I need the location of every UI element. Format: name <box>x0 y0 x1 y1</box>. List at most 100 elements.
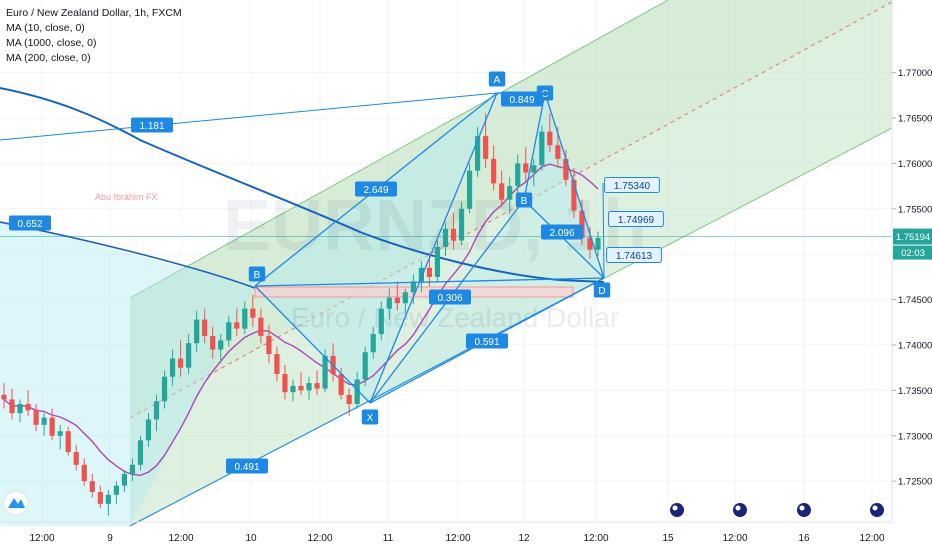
candle-bearish <box>97 485 103 509</box>
candle-bullish <box>466 163 473 214</box>
ratio-label-box <box>541 224 583 240</box>
candle-bearish <box>73 444 79 471</box>
ratio-label-text: 1.181 <box>139 121 164 132</box>
candle-body <box>89 481 95 493</box>
leg-b-d <box>254 277 605 287</box>
ratio-label-box <box>355 181 397 197</box>
price-label-box <box>608 211 664 227</box>
x-tick-label: 10 <box>245 533 257 544</box>
candle-body <box>242 308 248 329</box>
candle-body <box>1 394 7 400</box>
candle-bullish <box>218 334 224 364</box>
candle-body <box>362 352 368 380</box>
ratio-line-1181 <box>0 92 498 141</box>
price-label: 1.75340 <box>604 177 660 193</box>
candle-body <box>210 335 216 350</box>
y-tick-label: 1.72500 <box>898 477 932 488</box>
xab-triangle <box>255 93 497 403</box>
candle-body <box>266 335 272 355</box>
candle-body <box>25 403 31 411</box>
candle-bearish <box>499 170 505 207</box>
price-label: 1.74969 <box>608 211 664 227</box>
candle-body <box>161 376 168 402</box>
point-label-b-text: B <box>254 270 261 281</box>
candle-bullish <box>410 274 416 305</box>
candle-body <box>57 431 63 436</box>
candle-bearish <box>202 308 208 344</box>
point-label-b-box <box>248 266 266 282</box>
candle-bullish <box>378 301 384 341</box>
candle-body <box>386 297 392 309</box>
point-label-a-text: A <box>494 75 501 86</box>
indicator-ma-1000[interactable]: MA (1000, close, 0) <box>6 37 97 49</box>
candle-bearish <box>547 113 553 153</box>
candle-bullish <box>153 394 160 432</box>
ratio-label-text: 0.491 <box>234 462 259 473</box>
ratio-label: 0.849 <box>501 91 543 107</box>
candle-bearish <box>9 388 15 420</box>
candle-bearish <box>210 326 216 359</box>
candle-bearish <box>483 113 489 168</box>
candle-bullish <box>105 490 111 516</box>
chart-title[interactable]: Euro / New Zealand Dollar, 1h, FXCM <box>6 7 182 19</box>
x-tick-label: 12 <box>518 533 530 544</box>
candle-body <box>258 317 264 336</box>
ratio-label-text: 2.649 <box>363 185 388 196</box>
x-tick-label: 12:00 <box>168 533 193 544</box>
candle-body <box>177 358 184 368</box>
candle-body <box>587 237 593 250</box>
left-triangle-zone <box>0 220 255 526</box>
candle-bearish <box>49 408 55 441</box>
candle-body <box>41 417 47 425</box>
x-tick-label: 12:00 <box>859 533 884 544</box>
candle-body <box>282 374 288 393</box>
candle-body <box>338 374 344 395</box>
candle-body <box>507 186 513 200</box>
ratio-label: 0.652 <box>9 215 51 231</box>
leg-c-d <box>544 92 605 279</box>
candle-bullish <box>242 301 248 335</box>
candle-bullish <box>386 288 392 320</box>
candle-body <box>226 322 232 341</box>
x-tick-label: 12:00 <box>29 533 54 544</box>
candle-bullish <box>474 127 481 178</box>
candle-body <box>250 308 256 318</box>
ratio-label: 0.591 <box>466 333 508 349</box>
candle-bearish <box>65 426 71 456</box>
ratio-label-box <box>131 117 173 133</box>
indicator-ma-10[interactable]: MA (10, close, 0) <box>6 22 85 34</box>
candle-bearish <box>81 458 87 486</box>
candle-bearish <box>282 364 288 400</box>
candle-bullish <box>186 334 192 375</box>
candle-body <box>234 322 240 329</box>
point-label-b: B <box>515 192 533 208</box>
leg-b2-c <box>523 92 546 201</box>
economic-event-icon <box>733 503 747 517</box>
ratio-label-box <box>501 91 543 107</box>
x-tick-label: 9 <box>107 533 113 544</box>
candle-body <box>402 292 408 304</box>
candle-body <box>145 419 152 441</box>
candle-body <box>314 383 320 389</box>
candle-bullish <box>515 154 521 196</box>
leg-x-b <box>254 285 371 404</box>
candle-body <box>378 308 384 335</box>
candle-body <box>499 183 505 200</box>
candle-body <box>523 163 529 173</box>
ratio-label: 2.649 <box>355 181 397 197</box>
candle-body <box>579 210 585 238</box>
candle-body <box>169 358 176 377</box>
ratio-label: 0.306 <box>429 289 471 305</box>
economic-event-icon <box>797 503 811 517</box>
ratio-label: 0.491 <box>226 458 268 474</box>
price-label-text: 1.74969 <box>618 215 655 226</box>
event-icon-highlight <box>672 505 678 511</box>
ratio-label-box <box>226 458 268 474</box>
x-tick-label: 12:00 <box>445 533 470 544</box>
y-tick-label: 1.73500 <box>898 386 932 397</box>
author-tag: Abu Ibrahim FX <box>95 192 158 202</box>
indicator-ma-200[interactable]: MA (200, close, 0) <box>6 52 91 64</box>
candle-bearish <box>25 390 31 416</box>
x-tick-label: 12:00 <box>722 533 747 544</box>
